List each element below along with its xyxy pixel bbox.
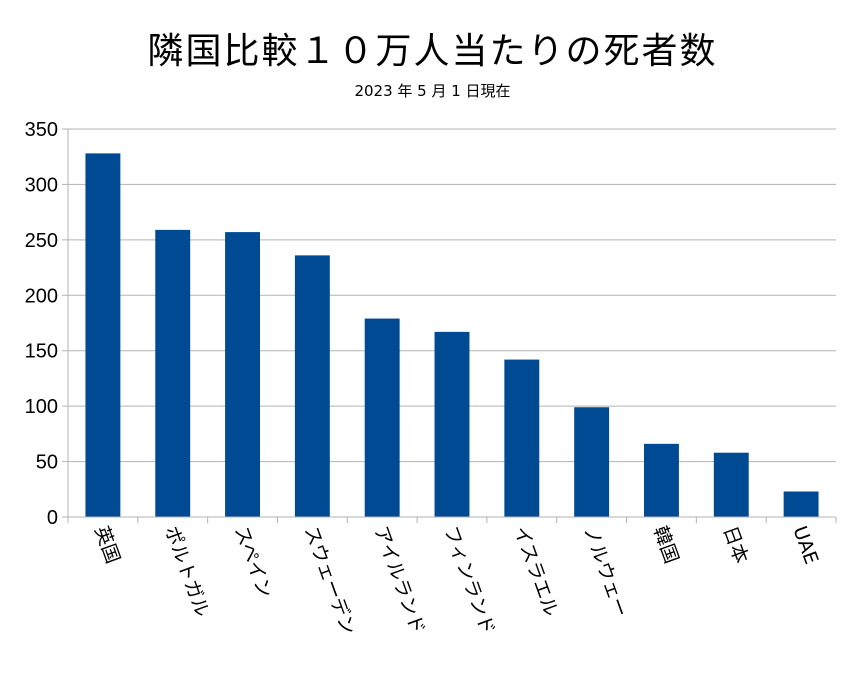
y-tick-label: 0 [47, 507, 58, 529]
x-axis: 英国 ポルトガル スペイン スウェーデン アイルランド フィンランド イスラエル ノルウェー韓… [67, 516, 837, 638]
bar [364, 318, 400, 517]
bar [155, 229, 191, 517]
x-category-label: 日本 [719, 523, 753, 566]
bar [644, 443, 679, 517]
bar [574, 407, 610, 517]
bar [85, 153, 121, 518]
bar [783, 491, 819, 517]
chart-subtitle: 2023 年 5 月 1 日現在 [354, 82, 511, 100]
y-tick-label: 350 [25, 119, 58, 141]
x-category-label: 英国 [90, 523, 124, 566]
bar [434, 331, 470, 517]
x-category-label: フィンランド [439, 523, 499, 637]
y-tick-label: 300 [25, 174, 58, 196]
y-tick-label: 250 [25, 230, 58, 252]
y-tick-label: 50 [36, 452, 58, 474]
x-category-label: 韓国 [649, 523, 683, 566]
x-category-label: UAE [788, 523, 822, 567]
x-category-label: ポルトガル [160, 523, 213, 620]
y-tick-label: 150 [25, 341, 58, 363]
y-tick-label: 200 [25, 285, 58, 307]
x-category-label: ノルウェー [579, 523, 632, 620]
bar [294, 255, 330, 517]
x-category-label: スペイン [230, 523, 276, 601]
bar [504, 359, 540, 517]
bar [225, 232, 260, 517]
chart-title: 隣国比較１０万人当たりの死者数 [147, 31, 718, 72]
x-category-label: アイルランド [369, 523, 428, 637]
bars [85, 153, 819, 518]
bar [713, 452, 749, 517]
x-category-label: イスラエル [509, 523, 562, 619]
y-tick-label: 100 [25, 396, 58, 418]
x-category-label: スウェーデン [300, 523, 360, 638]
y-axis: 0 50 100 150 200 250 300 350 [25, 119, 69, 529]
